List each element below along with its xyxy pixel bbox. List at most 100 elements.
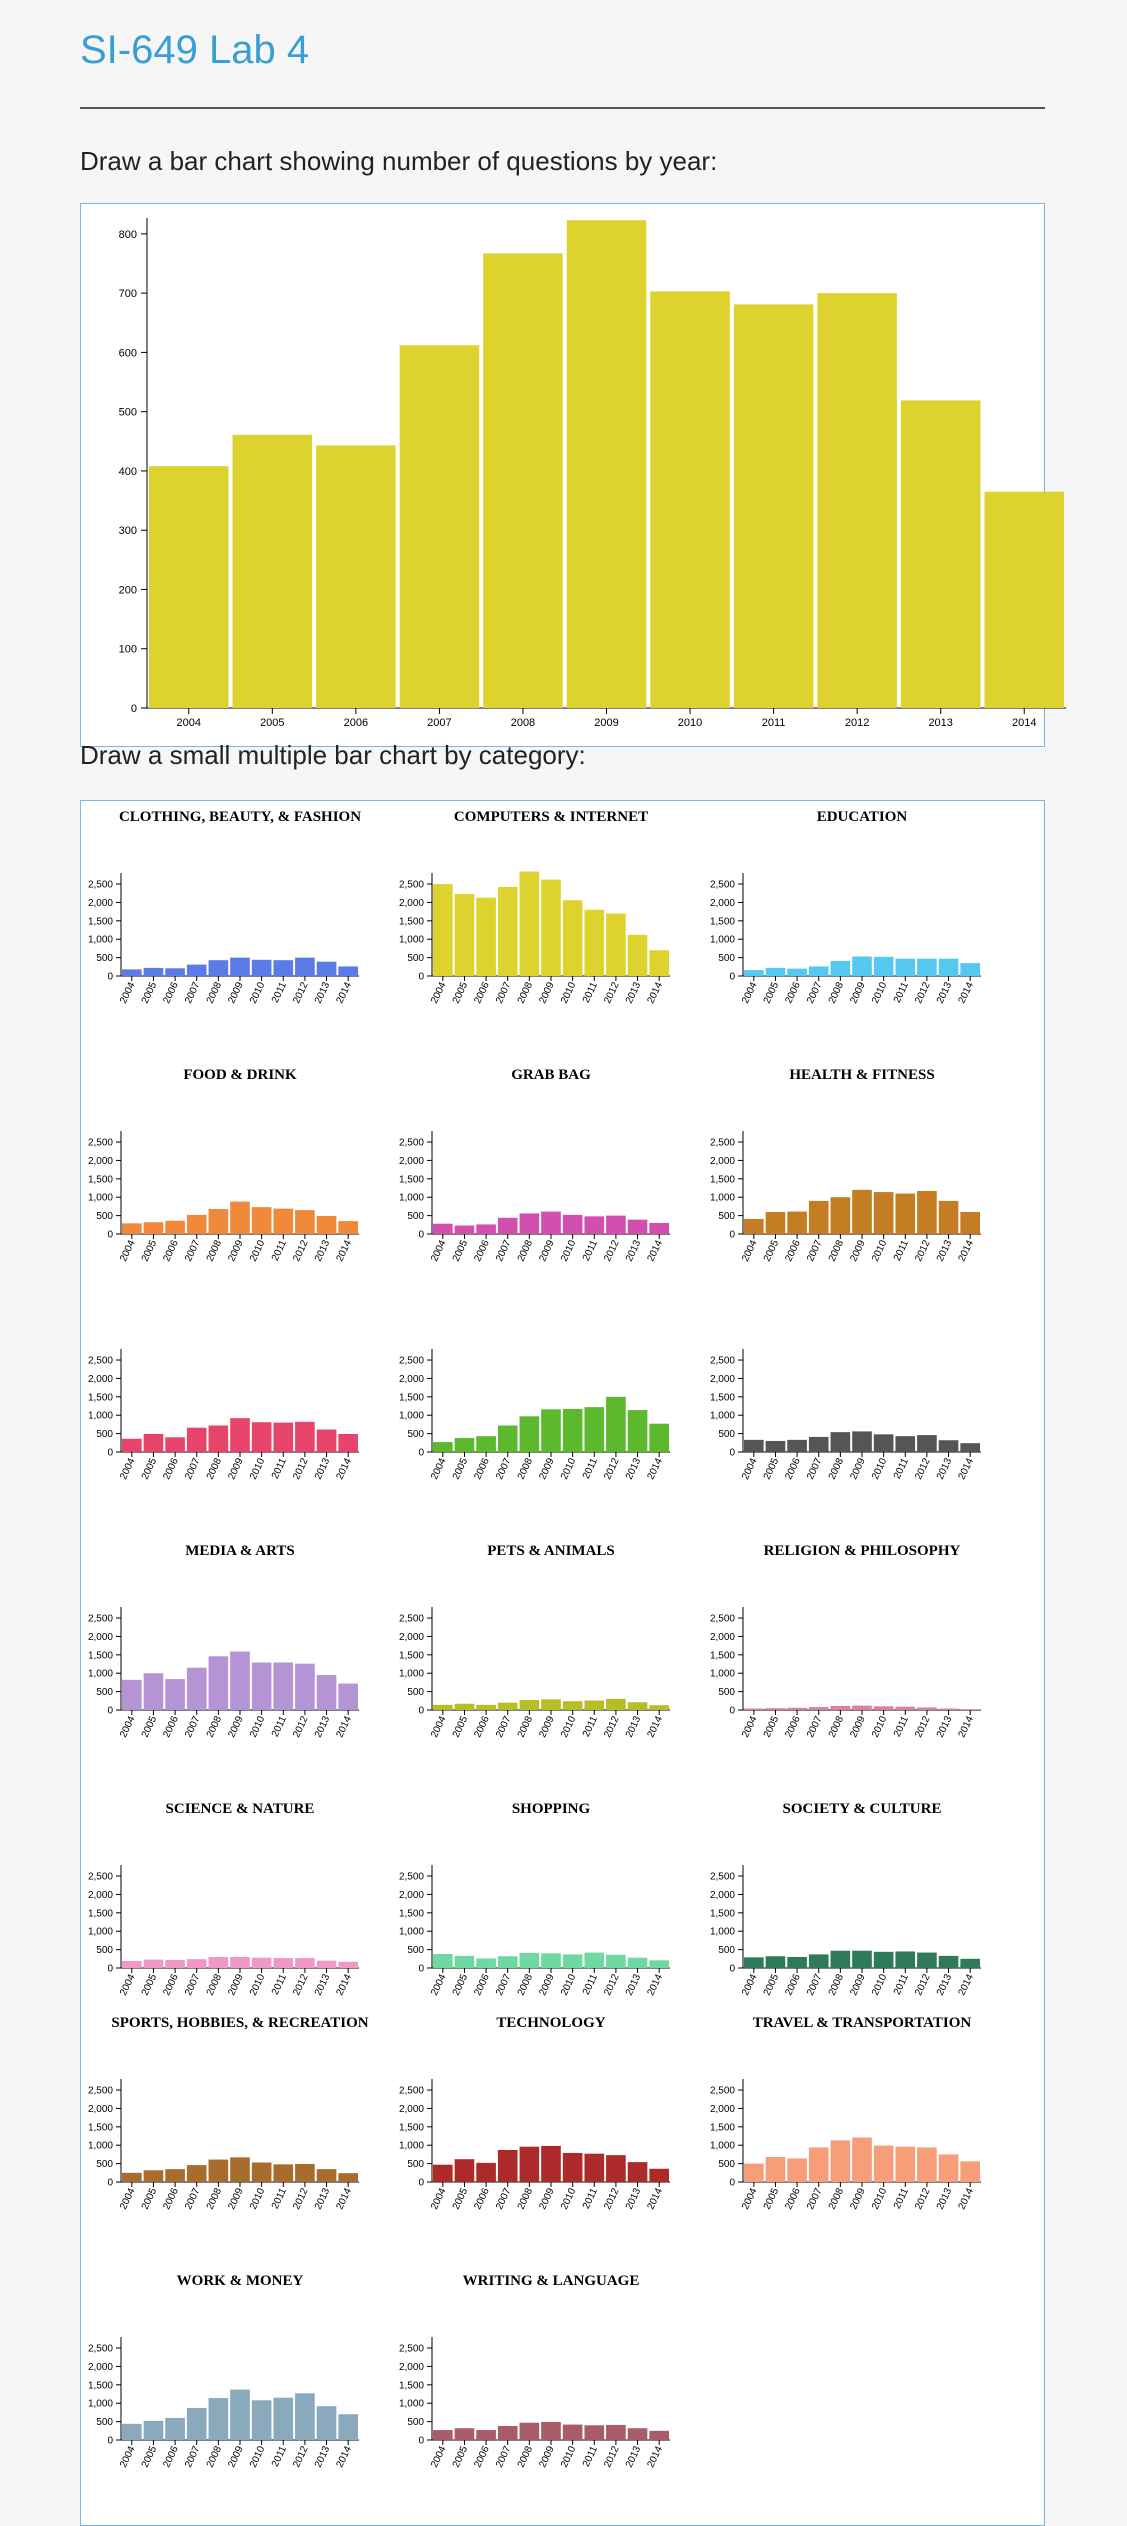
bar: [649, 2168, 669, 2182]
y-tick-label: 2,000: [399, 2104, 424, 2115]
x-tick-label: 2013: [313, 1714, 333, 1739]
x-tick-label: 2013: [624, 1238, 644, 1263]
x-tick-label: 2013: [935, 2186, 955, 2211]
x-tick-label: 2009: [226, 1972, 246, 1997]
bar: [627, 2162, 648, 2182]
y-tick-label: 0: [418, 1964, 424, 1975]
x-tick-label: 2004: [740, 1714, 760, 1739]
bar: [873, 1706, 894, 1710]
y-tick-label: 2,000: [88, 1632, 113, 1643]
category-chart: SPORTS, HOBBIES, & RECREATION 0 500 1,000 1,…: [88, 2015, 369, 2211]
bar: [873, 2145, 894, 2182]
bar: [562, 1701, 583, 1710]
bar: [273, 2164, 294, 2182]
x-tick-label: 2010: [870, 1714, 890, 1739]
y-tick-label: 0: [107, 1230, 113, 1241]
x-tick-label: 2007: [427, 717, 451, 729]
x-tick-label: 2013: [928, 717, 952, 729]
bar: [338, 1433, 358, 1452]
bar: [562, 1408, 583, 1452]
category-chart: HEALTH & FITNESS 0 500 1,000 1,500 2,000 2,500…: [710, 1067, 981, 1263]
bar: [895, 1193, 916, 1234]
x-tick-label: 2005: [762, 1972, 782, 1997]
category-title: SCIENCE & NATURE: [166, 1801, 315, 1817]
y-tick-label: 0: [131, 703, 137, 715]
bar: [938, 958, 959, 976]
bar: [316, 1429, 337, 1452]
bar: [186, 1214, 207, 1234]
x-tick-label: 2007: [805, 980, 825, 1005]
x-tick-label: 2012: [913, 1238, 933, 1263]
x-tick-label: 2007: [183, 1972, 203, 1997]
bar: [186, 2407, 207, 2440]
x-tick-label: 2006: [783, 1972, 803, 1997]
bar: [251, 1662, 272, 1710]
bar: [917, 1952, 937, 1968]
x-tick-label: 2005: [140, 980, 160, 1005]
y-tick-label: 1,500: [88, 2122, 113, 2133]
bar: [584, 1407, 605, 1452]
bar: [122, 1961, 142, 1968]
x-tick-label: 2006: [161, 1972, 181, 1997]
y-tick-label: 1,000: [710, 935, 735, 946]
bar: [519, 1416, 540, 1452]
x-tick-label: 2013: [624, 2444, 644, 2469]
bar: [497, 886, 518, 976]
x-tick-label: 2011: [270, 980, 289, 1005]
bar: [584, 1700, 605, 1710]
x-tick-label: 2014: [335, 1456, 355, 1481]
category-title: SOCIETY & CULTURE: [783, 1801, 942, 1817]
y-tick-label: 2,000: [399, 1156, 424, 1167]
bar: [873, 1434, 894, 1452]
x-tick-label: 2005: [762, 980, 782, 1005]
bar: [787, 1211, 807, 1234]
bar: [519, 1952, 540, 1968]
category-chart: SHOPPING 0 500 1,000 1,500 2,000 2,500 2004 2005…: [399, 1801, 670, 1997]
x-tick-label: 2004: [740, 1972, 760, 1997]
x-tick-label: 2008: [827, 2186, 847, 2211]
x-tick-label: 2007: [494, 2444, 514, 2469]
y-tick-label: 2,000: [710, 1632, 735, 1643]
bar: [808, 1707, 829, 1710]
y-tick-label: 1,000: [88, 1193, 113, 1204]
x-tick-label: 2014: [335, 2186, 355, 2211]
bar: [497, 1217, 518, 1234]
bar: [230, 1201, 250, 1234]
x-tick-label: 2007: [805, 1238, 825, 1263]
y-tick-label: 0: [107, 1964, 113, 1975]
bar: [960, 1709, 980, 1710]
bar: [606, 2424, 626, 2440]
x-tick-label: 2008: [516, 2186, 536, 2211]
x-tick-label: 2013: [624, 1714, 644, 1739]
x-tick-label: 2010: [559, 2444, 579, 2469]
x-tick-label: 2004: [740, 2186, 760, 2211]
y-tick-label: 500: [407, 2159, 424, 2170]
x-tick-label: 2011: [892, 1972, 911, 1997]
y-tick-label: 500: [119, 407, 137, 419]
y-tick-label: 2,500: [88, 1356, 113, 1367]
x-tick-label: 2010: [678, 717, 702, 729]
y-tick-label: 0: [107, 972, 113, 983]
y-tick-label: 700: [119, 288, 137, 300]
y-tick-label: 500: [407, 953, 424, 964]
x-tick-label: 2010: [559, 980, 579, 1005]
category-chart: 0 500 1,000 1,500 2,000 2,500 2004 2005 2006 2007…: [710, 1349, 981, 1481]
x-tick-label: 2007: [494, 1972, 514, 1997]
x-tick-label: 2011: [270, 1238, 289, 1263]
bar: [519, 1213, 540, 1234]
y-tick-label: 1,500: [88, 916, 113, 927]
bar: [230, 1956, 250, 1968]
bar: [433, 1954, 453, 1968]
x-tick-label: 2014: [957, 1714, 977, 1739]
x-tick-label: 2010: [248, 980, 268, 1005]
y-tick-label: 2,500: [399, 1356, 424, 1367]
x-tick-label: 2012: [913, 1456, 933, 1481]
x-tick-label: 2004: [118, 2444, 138, 2469]
x-tick-label: 2011: [581, 1714, 600, 1739]
x-tick-label: 2007: [805, 1456, 825, 1481]
bar: [830, 1950, 851, 1968]
x-tick-label: 2007: [183, 1714, 203, 1739]
bar: [852, 1950, 872, 1968]
y-tick-label: 2,500: [399, 880, 424, 891]
